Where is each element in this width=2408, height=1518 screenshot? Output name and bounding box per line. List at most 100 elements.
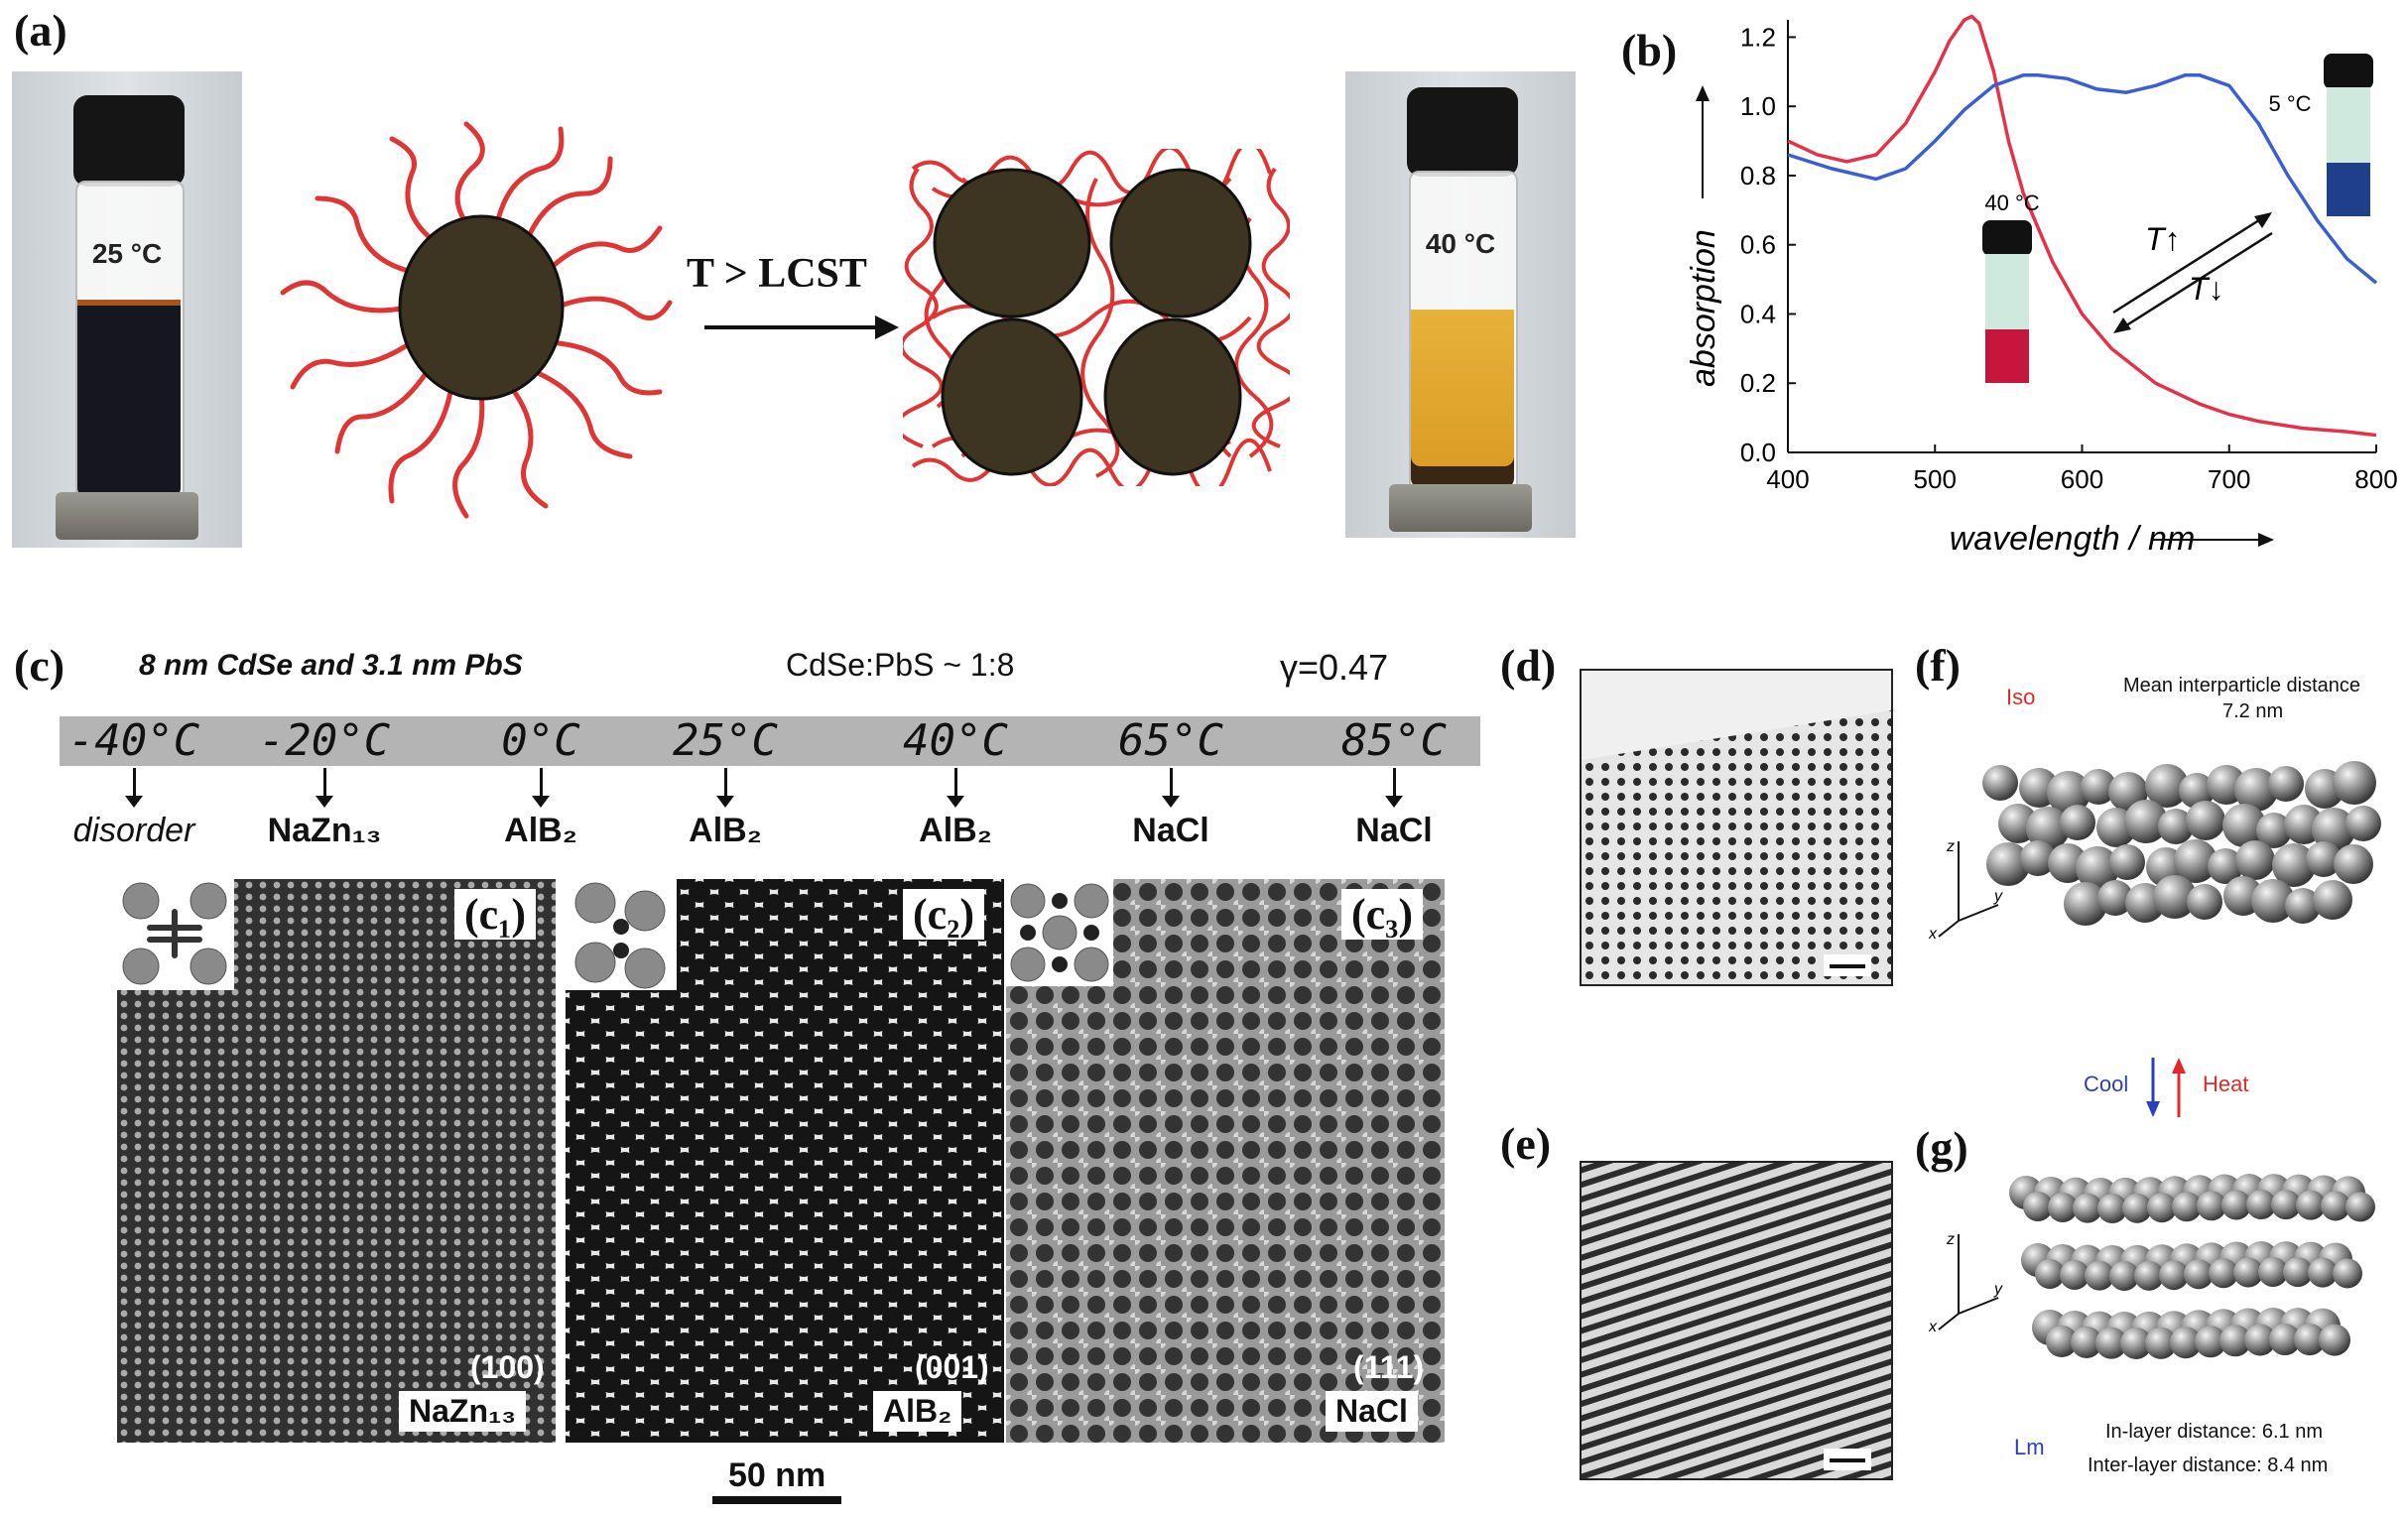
panel-c-header-mid: CdSe:PbS ~ 1:8 bbox=[786, 647, 1015, 683]
arrow-heat bbox=[2112, 216, 2263, 315]
miller-index-c2: (001) bbox=[915, 1349, 989, 1385]
temp-item: -40°C disorder bbox=[25, 716, 243, 850]
sphere bbox=[2208, 848, 2243, 884]
sphere bbox=[1982, 765, 2018, 801]
x-axis-arrowhead bbox=[2258, 533, 2274, 547]
series-line-40c bbox=[1787, 14, 2377, 438]
tem-image-d bbox=[1580, 669, 1893, 986]
phase-label: AlB₂ bbox=[919, 812, 992, 849]
down-arrow bbox=[1384, 768, 1403, 808]
y-tick-label: 0.6 bbox=[1740, 230, 1776, 260]
temp-item: 0°C AlB₂ bbox=[432, 716, 650, 850]
vial-inset-5c bbox=[2324, 54, 2373, 216]
sphere bbox=[2060, 1259, 2090, 1290]
sphere bbox=[2109, 844, 2145, 880]
t-down-label: T↓ bbox=[2189, 271, 2224, 307]
temperature-scale: -40°C disorder -20°C NaZn₁₃ 0°C AlB₂ 25°C AlB₂ 4… bbox=[0, 716, 1488, 855]
temp-item: 65°C NaCl bbox=[1062, 716, 1280, 850]
sphere bbox=[2333, 1258, 2362, 1289]
sphere bbox=[2073, 1193, 2102, 1223]
sublabel-c2: (c₂) bbox=[903, 889, 985, 940]
y-tick-label: 0.0 bbox=[1740, 438, 1776, 467]
particle-with-polymer-diagram bbox=[280, 121, 673, 519]
sphere bbox=[2306, 841, 2342, 877]
in-layer-distance: In-layer distance: 6.1 nm bbox=[2105, 1421, 2323, 1443]
sphere bbox=[2219, 1325, 2251, 1357]
sphere bbox=[2283, 1257, 2313, 1288]
vial-magnet-base bbox=[1389, 484, 1532, 532]
y-tick-label: 0.2 bbox=[1740, 368, 1776, 398]
lcst-arrow bbox=[704, 316, 899, 339]
sphere bbox=[2345, 806, 2381, 841]
sphere bbox=[2026, 807, 2070, 850]
panel-f-label: (f) bbox=[1915, 640, 1961, 691]
tem-image-e bbox=[1580, 1161, 1893, 1480]
temp-item: 25°C AlB₂ bbox=[616, 716, 834, 850]
sphere bbox=[2172, 1192, 2202, 1222]
vial-label-5c: 5 °C bbox=[2268, 91, 2311, 116]
temp-value: 25°C bbox=[673, 715, 778, 766]
cool-label: Cool bbox=[2084, 1072, 2129, 1096]
sphere bbox=[2268, 766, 2304, 802]
sphere bbox=[2222, 804, 2266, 847]
phase-label: NaCl bbox=[1355, 812, 1433, 849]
vial-liquid-orange bbox=[1411, 310, 1514, 488]
sphere bbox=[2251, 879, 2295, 923]
mean-distance-title: Mean interparticle distance bbox=[2123, 675, 2361, 696]
axes-g: z y x bbox=[1929, 1231, 2003, 1333]
lcst-arrow-label: T > LCST bbox=[687, 251, 867, 297]
down-arrow bbox=[531, 768, 550, 808]
aggregated-particles-diagram bbox=[903, 149, 1290, 486]
x-tick-label: 600 bbox=[2061, 464, 2103, 494]
svg-text:z: z bbox=[1946, 1231, 1955, 1248]
y-tick-label: 0.8 bbox=[1740, 161, 1776, 190]
sphere bbox=[2308, 1257, 2338, 1288]
temp-item: 40°C AlB₂ bbox=[846, 716, 1065, 850]
sphere bbox=[2158, 809, 2194, 844]
temperature-bar bbox=[60, 716, 1480, 766]
sublabel-c1: (c₁) bbox=[454, 889, 537, 940]
heat-label: Heat bbox=[2203, 1072, 2249, 1096]
sphere bbox=[2023, 1192, 2053, 1221]
sublabel-c3: (c₃) bbox=[1341, 889, 1424, 940]
panel-d-label: (d) bbox=[1500, 640, 1557, 691]
series-line-5c bbox=[1787, 73, 2378, 285]
sphere bbox=[2109, 1260, 2139, 1291]
sphere bbox=[2195, 1326, 2226, 1358]
phase-label: NaZn₁₃ bbox=[267, 812, 382, 849]
vial-temp-40: 40 °C bbox=[1425, 228, 1496, 259]
down-arrow bbox=[946, 768, 964, 808]
nacl-model-inset bbox=[1006, 879, 1113, 986]
sphere bbox=[2122, 1193, 2152, 1223]
phase-label: disorder bbox=[72, 812, 195, 849]
lm-label: Lm bbox=[2014, 1435, 2045, 1459]
sphere bbox=[2269, 1324, 2301, 1356]
y-tick-label: 1.2 bbox=[1740, 22, 1776, 52]
sphere bbox=[2187, 884, 2222, 920]
sphere bbox=[2097, 1193, 2127, 1223]
isotropic-sphere-model bbox=[1982, 761, 2381, 926]
panel-c-header-left: 8 nm CdSe and 3.1 nm PbS bbox=[139, 649, 523, 682]
vial-temp-25: 25 °C bbox=[91, 238, 163, 269]
temp-value: -40°C bbox=[67, 715, 200, 766]
sphere bbox=[2184, 1259, 2214, 1290]
vial-cap bbox=[1407, 87, 1518, 177]
sphere bbox=[2035, 1259, 2065, 1289]
panel-b-label: (b) bbox=[1621, 25, 1678, 75]
sphere bbox=[2147, 1193, 2177, 1223]
svg-text:y: y bbox=[1993, 888, 2003, 905]
x-tick-label: 700 bbox=[2208, 464, 2250, 494]
sphere bbox=[2333, 761, 2376, 805]
y-tick-label: 1.0 bbox=[1740, 91, 1776, 121]
sphere bbox=[2159, 1260, 2189, 1291]
heat-arrow bbox=[2172, 1058, 2186, 1117]
sphere bbox=[2272, 843, 2316, 887]
sphere bbox=[2081, 769, 2116, 805]
panel-e-label: (e) bbox=[1500, 1118, 1552, 1169]
scalebar-label: 50 nm bbox=[728, 1456, 826, 1494]
sphere bbox=[2145, 764, 2189, 808]
svg-text:x: x bbox=[1929, 1319, 1938, 1333]
phase-label: AlB₂ bbox=[504, 812, 577, 849]
iso-label: Iso bbox=[2006, 685, 2036, 709]
sphere bbox=[2221, 1190, 2251, 1220]
